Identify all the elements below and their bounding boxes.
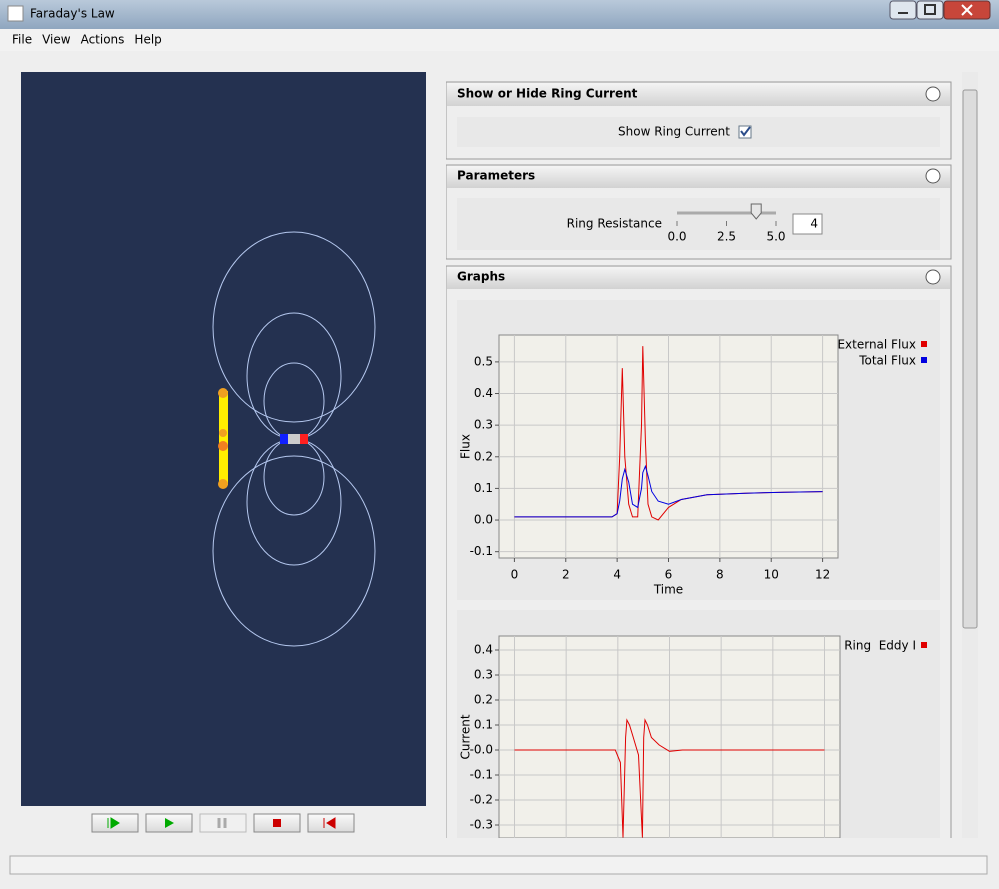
control-pane: Show or Hide Ring Current Show Ring Curr… bbox=[446, 81, 952, 838]
y-tick-label: 0.3 bbox=[474, 668, 493, 682]
panel-header[interactable] bbox=[447, 83, 950, 106]
magnet-body bbox=[280, 434, 308, 444]
checkbox-label: Show Ring Current bbox=[618, 125, 730, 139]
ring-node bbox=[218, 388, 228, 398]
collapse-button[interactable] bbox=[925, 269, 941, 285]
ring-body bbox=[219, 391, 228, 485]
x-tick-label: 2 bbox=[562, 568, 570, 582]
y-tick-label: 0.4 bbox=[474, 643, 493, 657]
legend-label: Total Flux bbox=[858, 354, 916, 368]
legend-swatch bbox=[921, 357, 927, 363]
slider-tick-label: 0.0 bbox=[667, 230, 686, 244]
magnet[interactable] bbox=[280, 434, 308, 444]
menu-item[interactable]: Actions bbox=[81, 33, 125, 47]
x-axis-label: Time bbox=[653, 583, 683, 597]
y-tick-label: 0.2 bbox=[474, 449, 493, 463]
playback-controls bbox=[91, 813, 355, 833]
y-axis-label: Flux bbox=[459, 434, 473, 459]
panel-body bbox=[457, 198, 940, 250]
maximize-button[interactable] bbox=[916, 0, 944, 20]
y-tick-label: 0.4 bbox=[474, 386, 493, 400]
x-tick-label: 12 bbox=[815, 568, 830, 582]
value-field[interactable] bbox=[792, 213, 823, 235]
menu-bar bbox=[0, 29, 999, 51]
panel-header[interactable] bbox=[447, 267, 950, 289]
y-tick-label: 0.1 bbox=[474, 481, 493, 495]
x-tick-label: 0 bbox=[511, 568, 519, 582]
legend-swatch bbox=[921, 642, 927, 648]
y-tick-label: 0.1 bbox=[474, 718, 493, 732]
menu-item[interactable]: Help bbox=[134, 33, 161, 47]
y-tick-label: 0.0 bbox=[474, 513, 493, 527]
y-tick-label: 0.5 bbox=[474, 354, 493, 368]
minimize-button[interactable] bbox=[889, 0, 917, 20]
slider-tick-label: 2.5 bbox=[717, 230, 736, 244]
collapse-button[interactable] bbox=[925, 168, 941, 184]
x-tick-label: 4 bbox=[613, 568, 621, 582]
title-bar bbox=[0, 0, 999, 29]
x-tick-label: 6 bbox=[665, 568, 673, 582]
maximize-icon bbox=[924, 4, 936, 15]
window-title: Faraday's Law bbox=[30, 7, 115, 21]
close-icon bbox=[961, 4, 973, 16]
magnet-south bbox=[280, 434, 288, 444]
field-line bbox=[212, 231, 376, 423]
slider-thumb[interactable] bbox=[750, 203, 762, 220]
pause-icon bbox=[217, 818, 227, 828]
step-icon bbox=[107, 817, 120, 829]
menu-item[interactable]: File bbox=[12, 33, 32, 47]
panel-body bbox=[457, 117, 940, 147]
reset-icon bbox=[323, 817, 336, 829]
y-tick-label: 0.3 bbox=[474, 418, 493, 432]
play-icon bbox=[165, 818, 174, 828]
magnet-north bbox=[300, 434, 308, 444]
checkmark bbox=[740, 126, 751, 137]
slider-tick-label: 5.0 bbox=[766, 230, 785, 244]
menu: File View Actions Help bbox=[12, 33, 162, 47]
stop-icon bbox=[273, 819, 281, 827]
slider-label: Ring Resistance bbox=[567, 217, 662, 231]
x-tick-label: 8 bbox=[716, 568, 724, 582]
panel-header[interactable] bbox=[447, 166, 950, 188]
ring-node bbox=[218, 441, 228, 451]
status-bar bbox=[9, 855, 988, 875]
series-line bbox=[514, 464, 823, 518]
panel-title: Parameters bbox=[457, 169, 535, 183]
app-icon bbox=[7, 5, 24, 22]
y-tick-label: -0.1 bbox=[470, 768, 493, 782]
charts: -0.1 0.0 0.1 0.2 0.3 0.4 0.5 0 2 4 6 8 10 12 Time Flux E… bbox=[459, 334, 927, 838]
legend-swatch bbox=[921, 341, 927, 347]
slider[interactable]: 0.0 2.5 5.0 bbox=[667, 203, 786, 244]
ring-node bbox=[218, 479, 228, 489]
scrollbar-thumb[interactable] bbox=[962, 89, 978, 629]
pause-button[interactable] bbox=[199, 813, 247, 833]
y-tick-label: 0.2 bbox=[474, 693, 493, 707]
y-tick-label: -0.3 bbox=[470, 818, 493, 832]
window-controls bbox=[889, 0, 991, 20]
legend-label: External Flux bbox=[837, 338, 916, 352]
value-field-text[interactable]: 4 bbox=[810, 217, 818, 231]
y-tick-label: -0.0 bbox=[470, 743, 493, 757]
y-axis-label: Current bbox=[459, 714, 473, 759]
collapse-button[interactable] bbox=[925, 86, 941, 102]
panel-title: Graphs bbox=[457, 270, 505, 284]
field-line bbox=[212, 455, 376, 647]
y-tick-label: -0.1 bbox=[470, 544, 493, 558]
x-tick-label: 10 bbox=[764, 568, 779, 582]
ring-node bbox=[219, 429, 227, 437]
series-line bbox=[514, 718, 825, 838]
ring[interactable] bbox=[218, 388, 228, 489]
y-tick-label: -0.2 bbox=[470, 793, 493, 807]
legend-label: Ring Eddy I bbox=[844, 639, 916, 653]
panel-title: Show or Hide Ring Current bbox=[457, 87, 638, 101]
menu-item[interactable]: View bbox=[42, 33, 71, 47]
